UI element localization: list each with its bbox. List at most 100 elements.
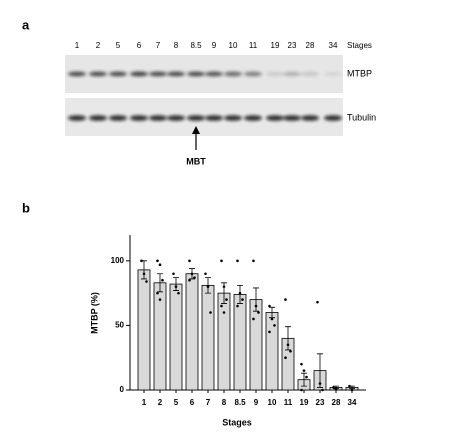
stage-label: 8.5	[190, 41, 202, 50]
y-axis-label: MTBP (%)	[89, 292, 99, 334]
x-tick-label: 7	[206, 398, 211, 407]
band	[167, 71, 185, 77]
band	[283, 71, 301, 77]
band	[130, 71, 148, 77]
data-point	[190, 272, 194, 276]
data-point	[236, 259, 239, 263]
band	[244, 115, 262, 121]
data-point	[220, 304, 223, 308]
y-tick-label: 50	[115, 321, 124, 330]
data-point	[332, 386, 335, 389]
stage-label: 5	[116, 41, 121, 50]
data-point	[289, 349, 292, 353]
data-point	[284, 298, 287, 301]
bar	[185, 273, 199, 391]
data-point	[188, 278, 191, 282]
band	[149, 115, 167, 121]
stage-label: 6	[137, 41, 142, 50]
band	[224, 115, 242, 121]
panel-label: b	[22, 200, 30, 215]
band	[89, 115, 107, 121]
data-point	[300, 388, 303, 392]
data-point	[145, 280, 148, 283]
x-tick-label: 9	[254, 398, 259, 407]
stage-label: 10	[229, 41, 238, 50]
data-point	[238, 291, 242, 295]
data-point	[241, 298, 244, 301]
data-point	[209, 311, 212, 314]
band	[109, 115, 127, 121]
x-tick-label: 23	[316, 398, 325, 407]
data-point	[254, 304, 258, 308]
band	[68, 115, 86, 121]
band	[109, 71, 127, 77]
marker-label: MBT	[186, 156, 206, 166]
x-tick-label: 5	[174, 398, 179, 407]
data-point	[286, 343, 290, 347]
stage-label: 7	[156, 41, 161, 50]
data-point	[270, 317, 274, 321]
x-tick-label: 11	[284, 398, 293, 407]
stage-label: 19	[271, 41, 280, 50]
data-point	[252, 259, 255, 263]
x-tick-label: 8.5	[234, 398, 246, 407]
band	[130, 115, 148, 121]
stage-label: 23	[288, 41, 297, 50]
data-point	[174, 285, 178, 288]
data-point	[222, 285, 226, 288]
stage-label: 8	[174, 41, 179, 50]
stage-label: 9	[212, 41, 217, 50]
bar	[169, 283, 183, 391]
x-tick-label: 10	[268, 398, 277, 407]
data-point	[318, 382, 322, 385]
data-point	[158, 298, 162, 301]
band	[205, 115, 223, 121]
stage-label: 1	[75, 41, 80, 50]
data-point	[158, 263, 162, 267]
x-tick-label: 19	[300, 398, 309, 407]
error-bar	[157, 273, 163, 293]
band	[301, 115, 319, 121]
x-tick-label: 6	[190, 398, 195, 407]
data-point	[284, 356, 287, 360]
stage-label: 2	[96, 41, 101, 50]
bar	[233, 294, 247, 391]
band	[301, 71, 319, 77]
panel-label: a	[22, 17, 30, 32]
x-axis-label: Stages	[222, 417, 252, 427]
band	[68, 71, 86, 77]
data-point	[142, 272, 146, 276]
data-point	[302, 369, 306, 372]
data-point	[305, 375, 308, 379]
data-point	[348, 384, 351, 388]
data-point	[225, 298, 228, 301]
band	[266, 115, 284, 121]
band	[205, 71, 223, 77]
band	[266, 71, 284, 77]
data-point	[172, 272, 175, 276]
data-point	[257, 311, 260, 314]
row-label: Tubulin	[347, 112, 376, 122]
data-point	[316, 300, 319, 304]
error-bar	[301, 372, 307, 387]
data-point	[156, 291, 159, 295]
stage-label: 28	[306, 41, 315, 50]
data-point	[334, 387, 338, 391]
arrow-head	[192, 126, 200, 134]
x-tick-label: 2	[158, 398, 163, 407]
data-point	[236, 304, 239, 308]
band	[187, 115, 205, 121]
stage-label: 34	[329, 41, 338, 50]
band	[167, 115, 185, 121]
x-tick-label: 8	[222, 398, 227, 407]
data-point	[140, 259, 143, 263]
data-point	[161, 278, 164, 282]
band	[283, 115, 301, 121]
data-point	[268, 304, 271, 308]
bar	[217, 292, 231, 391]
stage-label: 11	[249, 41, 258, 50]
bar	[265, 312, 279, 391]
error-bar	[317, 353, 323, 388]
data-point	[220, 259, 223, 263]
